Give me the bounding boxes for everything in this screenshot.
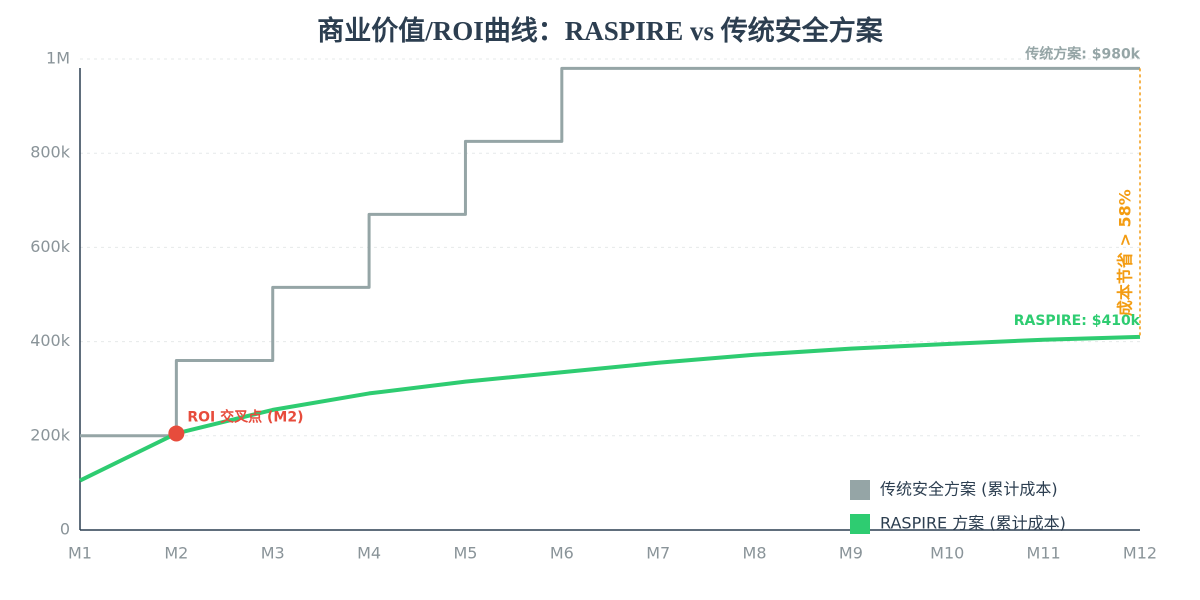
x-tick-label: M7 bbox=[646, 544, 670, 563]
x-tick-label: M1 bbox=[68, 544, 92, 563]
x-tick-label: M5 bbox=[453, 544, 477, 563]
x-tick-label: M8 bbox=[743, 544, 767, 563]
green-end-label: RASPIRE: $410k bbox=[1014, 313, 1141, 329]
series-line bbox=[80, 66, 1140, 438]
legend-label: 传统安全方案 (累计成本) bbox=[880, 480, 1058, 499]
legend-swatch[interactable] bbox=[850, 514, 870, 534]
savings-label: 成本节省 > 58% bbox=[1116, 189, 1135, 316]
x-tick-label: M3 bbox=[261, 544, 285, 563]
series-line bbox=[79, 334, 1141, 483]
roi-point bbox=[168, 425, 185, 442]
legend-swatch[interactable] bbox=[850, 480, 870, 500]
y-tick-label: 200k bbox=[30, 425, 71, 444]
y-tick-label: 400k bbox=[30, 331, 71, 350]
x-tick-label: M11 bbox=[1027, 544, 1061, 563]
x-tick-label: M9 bbox=[839, 544, 863, 563]
x-tick-label: M12 bbox=[1123, 544, 1157, 563]
y-tick-label: 1M bbox=[46, 49, 70, 68]
x-tick-label: M2 bbox=[164, 544, 188, 563]
y-tick-label: 600k bbox=[30, 237, 71, 256]
x-tick-label: M6 bbox=[550, 544, 574, 563]
x-tick-label: M4 bbox=[357, 544, 381, 563]
roi-label: ROI 交叉点 (M2) bbox=[187, 408, 303, 425]
gray-end-label: 传统方案: $980k bbox=[1024, 45, 1140, 62]
chart-title: 商业价值/ROI曲线：RASPIRE vs 传统安全方案 bbox=[317, 15, 884, 46]
y-tick-label: 0 bbox=[60, 520, 70, 539]
legend-label: RASPIRE 方案 (累计成本) bbox=[880, 514, 1066, 533]
x-tick-label: M10 bbox=[930, 544, 964, 563]
y-tick-label: 800k bbox=[30, 143, 71, 162]
